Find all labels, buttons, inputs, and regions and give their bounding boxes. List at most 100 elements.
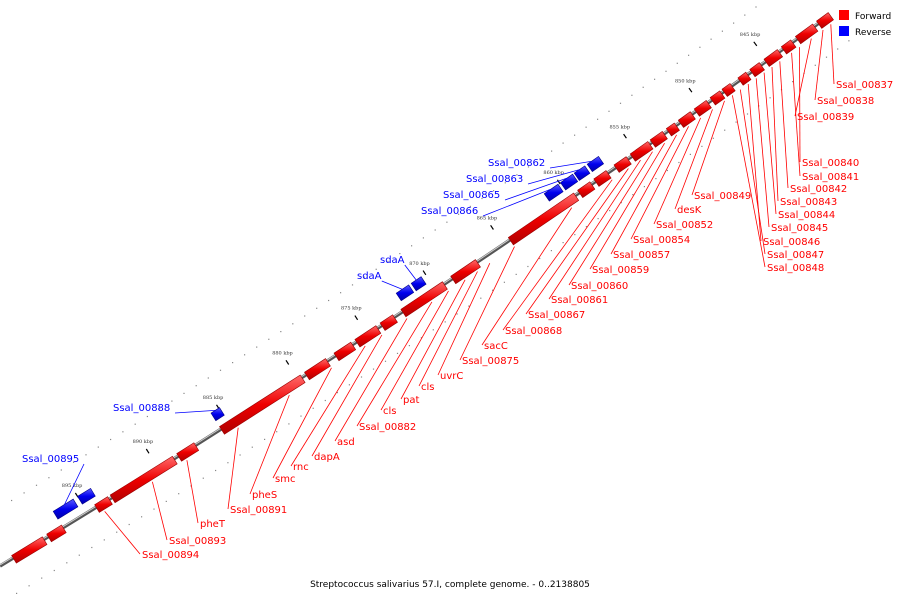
forward-gene-label: Ssal_00849 [694,191,751,202]
tick-label: 875 kbp [341,306,362,312]
inner-ring-dot [735,121,737,123]
forward-leader [779,61,789,189]
reverse-gene [52,498,79,520]
reverse-leader [482,188,551,217]
inner-ring-dot [562,242,564,244]
forward-leader [674,109,713,210]
gene-features [11,12,834,564]
ring-dot [699,46,701,48]
forward-gene-label: Ssal_00875 [462,356,519,367]
tick-mark [623,133,627,139]
legend: Forward Reverse [839,10,892,38]
ring-dot [446,221,448,223]
ring-dot [134,423,136,425]
inner-ring-dot [116,531,118,533]
forward-leader [356,301,433,427]
inner-ring-dot [251,446,253,448]
forward-gene [11,536,48,564]
tick-label: 850 kbp [675,78,696,84]
reverse-leader [381,280,403,290]
forward-gene-label: Ssal_00867 [528,310,585,321]
forward-leader [732,95,766,268]
inner-ring-dot [643,186,645,188]
reverse-gene [210,407,225,422]
inner-ring-dot [848,40,850,42]
inner-ring-dot [574,234,576,236]
forward-gene [629,141,654,162]
ring-dot [292,323,294,325]
ring-dot [619,102,622,104]
ring-dot [316,307,318,309]
forward-leader [763,72,777,215]
forward-gene [794,23,819,45]
ring-dot [60,469,62,471]
forward-leader [437,263,491,376]
ring-dot [481,197,483,200]
inner-ring-dot [468,305,470,307]
ring-dot [516,174,518,176]
reverse-gene-label: Ssal_00865 [443,190,500,201]
forward-gene-label: smc [275,474,295,485]
ring-dot [183,392,185,394]
forward-gene-label: Ssal_00861 [551,295,608,306]
gene-labels: Ssal_00837 Ssal_00838 Ssal_00839 Ssal_00840… [22,80,893,561]
reverse-gene [410,276,427,292]
reverse-gene-label: sdaA [380,255,405,266]
ring-dot [688,54,690,56]
reverse-gene-label: Ssal_00888 [113,403,170,414]
ring-dot [340,292,342,294]
reverse-gene [395,284,415,302]
forward-gene-label: Ssal_00891 [230,505,287,516]
inner-ring-dot [724,129,726,131]
forward-gene [379,314,398,331]
inner-ring-dot [28,585,30,587]
forward-gene-label: Ssal_00842 [790,184,847,195]
forward-gene-label: Ssal_00839 [797,112,854,123]
inner-ring-dot [678,161,680,164]
forward-gene-label: Ssal_00882 [359,422,416,433]
inner-ring-dot [312,407,314,409]
inner-ring-dot [128,523,130,526]
inner-ring-dot [215,469,217,472]
ring-dot [665,70,667,72]
inner-ring-dot [609,210,611,212]
forward-gene-label: pheS [252,490,277,501]
tick-label: 860 kbp [543,170,564,176]
ring-dot [642,86,644,88]
forward-gene [780,39,797,55]
inner-ring-dot [550,250,552,252]
forward-leader [814,29,824,101]
forward-gene [354,325,382,348]
forward-leader [755,78,770,228]
ring-dot [304,315,306,317]
forward-leader [418,271,478,387]
inner-ring-dot [746,113,749,115]
ring-dot [574,134,576,136]
ring-dot [551,150,553,152]
forward-gene [450,259,481,285]
ring-dot [122,431,124,433]
reverse-gene-label: Ssal_00866 [421,206,478,217]
ring-dot [399,253,401,255]
legend-reverse-swatch [839,26,849,36]
forward-gene [816,12,834,29]
reverse-gene-label: Ssal_00895 [22,454,79,465]
forward-gene-label: dapA [314,452,340,463]
forward-gene [763,49,784,67]
ring-dot [232,362,234,364]
inner-ring-dot [539,257,541,260]
ring-dot [608,110,610,112]
forward-leader [311,334,383,457]
inner-ring-dot [91,546,93,549]
ring-dot [268,338,270,340]
ring-dot [744,14,746,16]
ring-dot [411,245,413,247]
ring-dot [11,499,13,502]
legend-forward-swatch [839,10,849,20]
forward-leader [630,126,689,240]
inner-ring-dot [336,392,338,394]
forward-leader [589,142,665,270]
forward-gene-label: Ssal_00868 [505,326,562,337]
reverse-gene [543,183,564,202]
ring-dot [755,6,757,8]
